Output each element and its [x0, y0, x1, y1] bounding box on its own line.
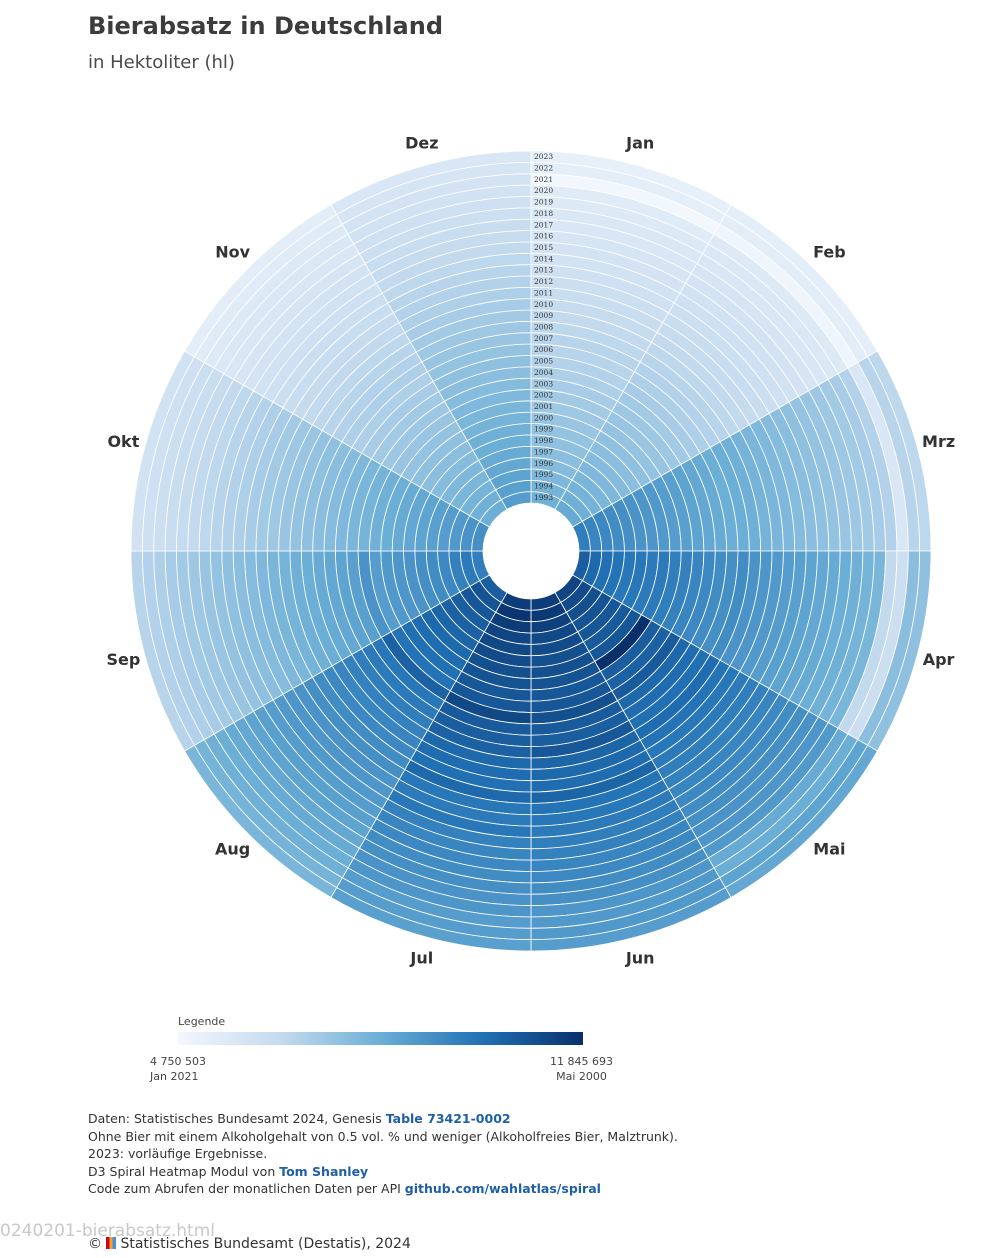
month-label-mrz: Mrz — [922, 432, 955, 451]
note-d3-module: D3 Spiral Heatmap Modul von Tom Shanley — [88, 1163, 678, 1181]
month-label-jul: Jul — [409, 949, 433, 968]
year-label-2009: 2009 — [534, 311, 553, 320]
year-label-1999: 1999 — [534, 425, 553, 434]
legend-min-value: 4 750 503 — [150, 1055, 206, 1068]
note-d3-text: D3 Spiral Heatmap Modul von — [88, 1163, 280, 1179]
note-code: Code zum Abrufen der monatlichen Daten p… — [88, 1180, 678, 1198]
year-label-2021: 2021 — [534, 175, 553, 184]
year-label-1993: 1993 — [534, 493, 553, 502]
month-label-mai: Mai — [813, 839, 845, 858]
note-source: Daten: Statistisches Bundesamt 2024, Gen… — [88, 1110, 678, 1128]
month-label-jan: Jan — [625, 133, 654, 152]
chart-subtitle: in Hektoliter (hl) — [88, 52, 235, 73]
year-label-2004: 2004 — [534, 368, 553, 377]
year-label-2006: 2006 — [534, 345, 553, 354]
year-label-2000: 2000 — [534, 413, 553, 422]
year-label-2022: 2022 — [534, 164, 553, 173]
year-label-2020: 2020 — [534, 186, 553, 195]
heatmap-cell-2023-dez — [330, 150, 532, 215]
year-label-2012: 2012 — [534, 277, 553, 286]
legend-max: 11 845 693 Mai 2000 — [550, 1054, 613, 1084]
github-link[interactable]: github.com/wahlatlas/spiral — [404, 1181, 601, 1197]
legend-max-label: Mai 2000 — [556, 1070, 607, 1083]
note-preliminary: 2023: vorläufige Ergebnisse. — [88, 1146, 268, 1162]
year-label-1996: 1996 — [534, 459, 553, 468]
month-label-aug: Aug — [215, 839, 250, 858]
year-label-2001: 2001 — [534, 402, 553, 411]
month-label-sep: Sep — [106, 650, 140, 669]
month-label-nov: Nov — [215, 243, 250, 262]
month-label-okt: Okt — [107, 432, 139, 451]
year-label-2016: 2016 — [534, 232, 553, 241]
note-exclusion: Ohne Bier mit einem Alkoholgehalt von 0.… — [88, 1128, 678, 1144]
year-label-2017: 2017 — [534, 220, 553, 229]
chart-title: Bierabsatz in Deutschland — [88, 12, 443, 40]
year-label-2019: 2019 — [534, 198, 553, 207]
tom-shanley-link[interactable]: Tom Shanley — [279, 1163, 369, 1179]
legend-title: Legende — [178, 1015, 226, 1028]
year-label-2008: 2008 — [534, 323, 553, 332]
destatis-logo-icon — [106, 1237, 117, 1249]
legend-min: 4 750 503 Jan 2021 — [150, 1054, 206, 1084]
year-label-1998: 1998 — [534, 436, 553, 445]
year-label-1994: 1994 — [534, 481, 553, 490]
year-label-1997: 1997 — [534, 447, 553, 456]
spiral-heatmap: 1993 1994 1995 1996 1997 1998 1999 2000 2001 2002… — [106, 133, 955, 968]
genesis-table-link[interactable]: Table 73421-0002 — [385, 1111, 511, 1126]
month-label-feb: Feb — [813, 243, 846, 262]
month-label-dez: Dez — [405, 133, 438, 152]
note-code-text: Code zum Abrufen der monatlichen Daten p… — [88, 1181, 405, 1197]
legend-color-scale — [178, 1032, 583, 1045]
year-label-2023: 2023 — [534, 152, 553, 161]
month-label-jun: Jun — [625, 949, 655, 968]
year-label-2005: 2005 — [534, 357, 553, 366]
year-label-2018: 2018 — [534, 209, 553, 218]
year-label-2011: 2011 — [534, 288, 553, 297]
note-source-text: Daten: Statistisches Bundesamt 2024, Gen… — [88, 1111, 386, 1126]
source-notes: Daten: Statistisches Bundesamt 2024, Gen… — [88, 1110, 678, 1198]
file-name: 0240201-bierabsatz.html — [0, 1221, 216, 1241]
legend: Legende 4 750 503 Jan 2021 11 845 693 Ma… — [150, 1010, 620, 1090]
copyright-symbol: © — [88, 1236, 107, 1252]
legend-max-value: 11 845 693 — [550, 1055, 613, 1068]
month-label-apr: Apr — [923, 650, 955, 669]
year-label-2014: 2014 — [534, 254, 553, 263]
legend-min-label: Jan 2021 — [150, 1070, 199, 1083]
year-label-2010: 2010 — [534, 300, 553, 309]
year-label-2002: 2002 — [534, 391, 553, 400]
year-label-2003: 2003 — [534, 379, 553, 388]
year-label-2015: 2015 — [534, 243, 553, 252]
year-label-1995: 1995 — [534, 470, 553, 479]
copyright-text: Statistisches Bundesamt (Destatis), 2024 — [120, 1236, 411, 1252]
year-label-2007: 2007 — [534, 334, 553, 343]
copyright-footer: © Statistisches Bundesamt (Destatis), 20… — [88, 1236, 411, 1252]
year-label-2013: 2013 — [534, 266, 553, 275]
